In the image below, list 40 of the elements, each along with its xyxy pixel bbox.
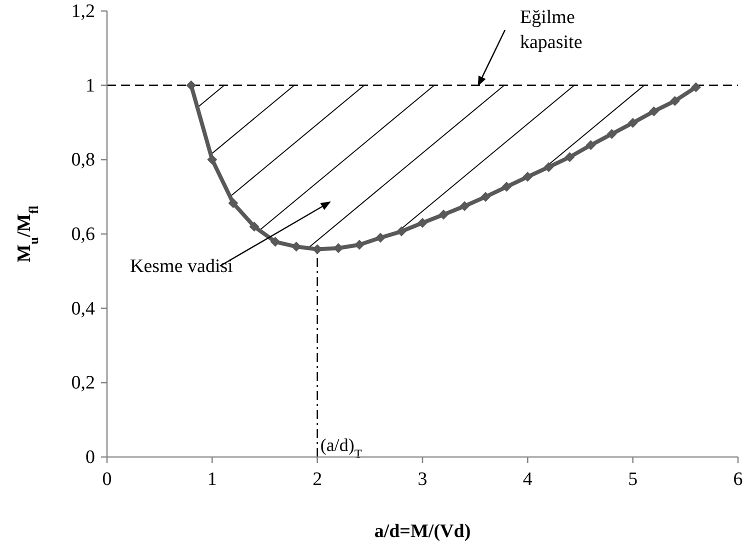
point (544, 162, 554, 172)
point (460, 201, 470, 212)
x-tick-label: 3 (418, 469, 428, 490)
point (586, 140, 596, 150)
point (249, 222, 260, 232)
x-tick-label: 0 (102, 469, 112, 490)
point (606, 129, 617, 140)
point (418, 218, 428, 228)
x-tick-label: 1 (207, 469, 217, 490)
point (502, 182, 512, 192)
point (522, 172, 533, 182)
annotation: Kesme vadisi (130, 256, 233, 277)
y-tick-label: 1 (86, 75, 95, 96)
x-tick-label: 6 (733, 469, 743, 490)
point (690, 82, 701, 92)
point (670, 96, 680, 106)
point (354, 240, 364, 250)
point (564, 152, 575, 162)
x-tick-label: 4 (522, 469, 533, 490)
x-axis-title: a/d=M/(Vd) (374, 521, 471, 542)
y-tick-label: 0,4 (71, 298, 96, 320)
point (648, 106, 659, 116)
point (207, 154, 218, 165)
point (186, 80, 196, 90)
x-tick-label: 2 (312, 469, 322, 490)
y-tick-label: 1,2 (71, 1, 95, 22)
point (291, 242, 302, 252)
y-tick-label: 0,6 (71, 224, 95, 245)
x-tick-label: 5 (628, 469, 638, 490)
y-tick-label: 0 (86, 447, 95, 468)
point (438, 210, 449, 220)
point (270, 236, 280, 247)
point (228, 198, 238, 208)
y-tick-label: 0,2 (71, 372, 95, 394)
point (480, 192, 491, 202)
point (396, 226, 406, 236)
point (375, 232, 386, 243)
y-tick-label: 0,8 (71, 150, 95, 171)
point (628, 118, 638, 128)
annotation: Eğilme kapasite (520, 7, 582, 53)
